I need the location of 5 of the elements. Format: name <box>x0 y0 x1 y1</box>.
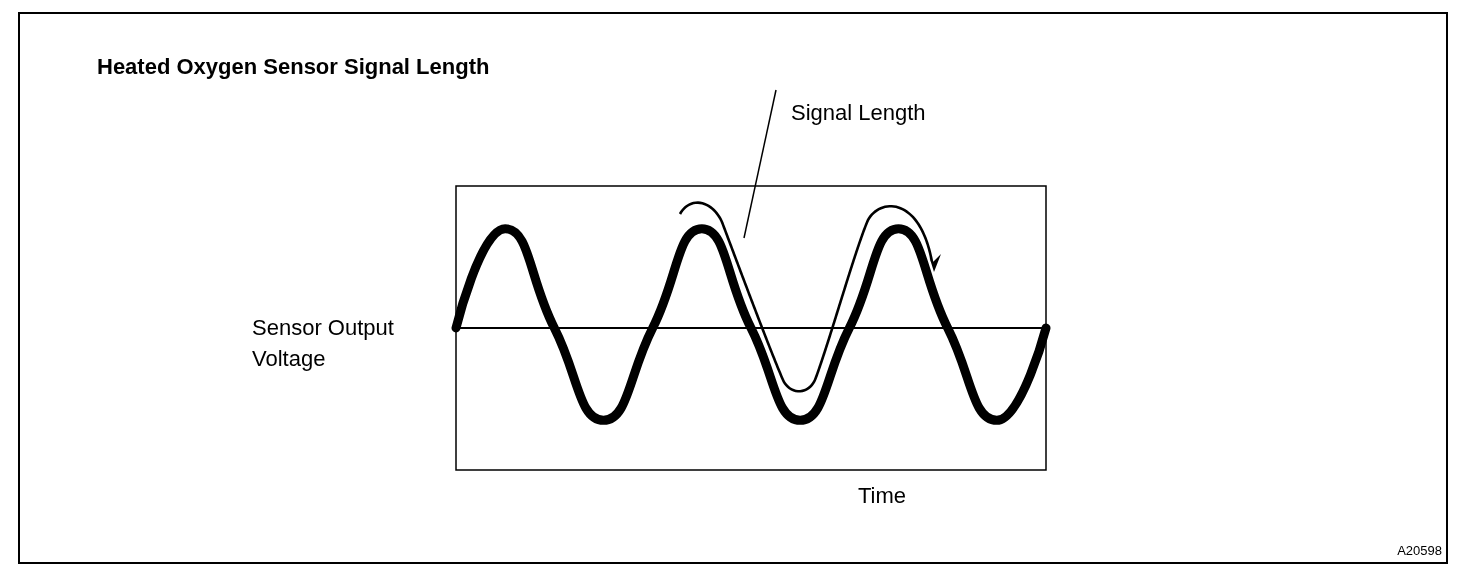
x-axis-title: Time <box>858 482 907 508</box>
text: A20598 <box>1397 543 1443 558</box>
text: Signal Length <box>791 99 926 125</box>
chart-title: Heated Oxygen Sensor Signal Length <box>97 53 490 79</box>
y-axis-title: Sensor Output Voltage <box>252 315 400 371</box>
